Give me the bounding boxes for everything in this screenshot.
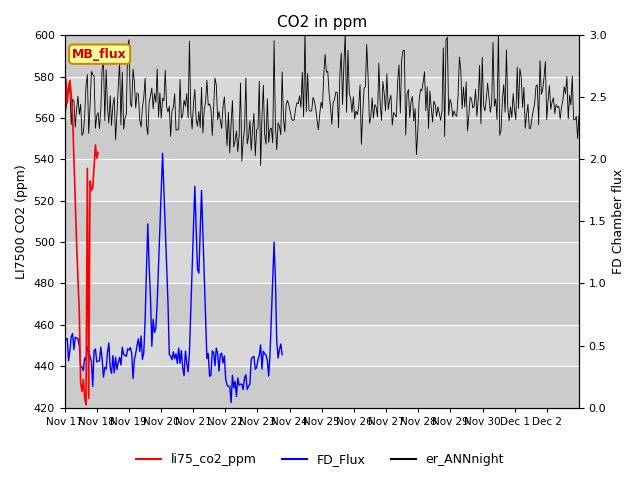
Bar [65, 284, 579, 325]
Y-axis label: FD Chamber flux: FD Chamber flux [612, 169, 625, 274]
Bar [65, 118, 579, 159]
Bar [65, 366, 579, 408]
Bar [65, 36, 579, 77]
Bar [65, 201, 579, 242]
Legend: li75_co2_ppm, FD_Flux, er_ANNnight: li75_co2_ppm, FD_Flux, er_ANNnight [131, 448, 509, 471]
Y-axis label: LI7500 CO2 (ppm): LI7500 CO2 (ppm) [15, 164, 28, 279]
Text: MB_flux: MB_flux [72, 48, 127, 60]
Title: CO2 in ppm: CO2 in ppm [276, 15, 367, 30]
